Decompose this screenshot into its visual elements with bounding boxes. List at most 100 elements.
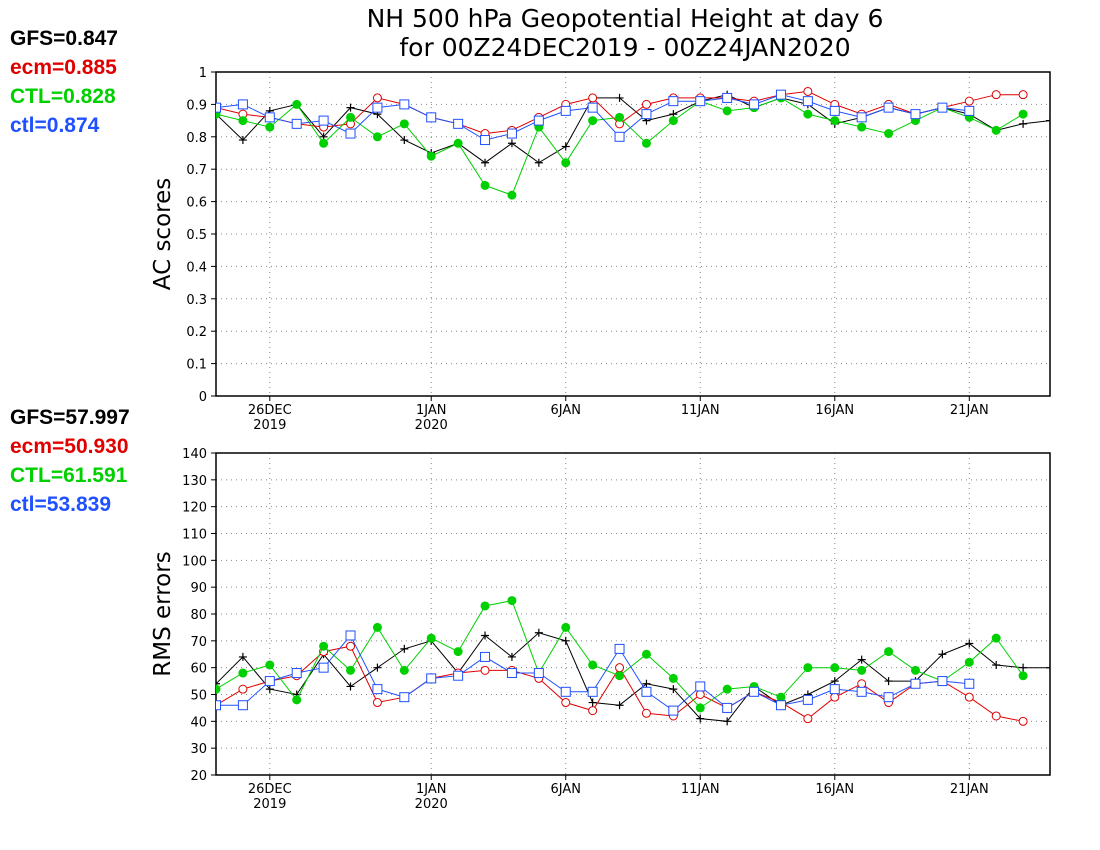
GFS-point — [534, 158, 543, 167]
ecm-point — [830, 692, 840, 702]
ctl-point — [587, 102, 598, 113]
ctl-point — [695, 96, 706, 107]
ctl-point — [883, 692, 894, 703]
ecm-point — [641, 99, 651, 109]
y-tick-label: 0.2 — [186, 325, 207, 340]
CTL-point — [561, 158, 571, 168]
ecm-point — [964, 96, 974, 106]
ctl-point — [937, 676, 948, 687]
CTL-point — [507, 596, 517, 606]
ctl-point — [318, 115, 329, 126]
CTL-point — [830, 116, 840, 126]
ctl-point — [775, 89, 786, 100]
CTL-point — [964, 657, 974, 667]
x-tick-label: 6JAN — [550, 782, 581, 797]
y-tick-label: 50 — [190, 689, 207, 704]
CTL-point — [346, 665, 356, 675]
GFS-point — [216, 679, 220, 688]
y-tick-label: 0.6 — [186, 196, 207, 211]
CTL-line — [216, 600, 1024, 709]
x-tick-year-label: 2020 — [415, 418, 448, 433]
ctl-point — [291, 668, 302, 679]
ctl-point — [695, 681, 706, 692]
y-tick-label: 0 — [199, 390, 207, 405]
GFS-point — [507, 652, 516, 661]
GFS-point — [830, 677, 839, 686]
ecm-point — [1018, 90, 1028, 100]
GFS-point — [481, 158, 490, 167]
rms-stat-ctl-lower: ctl=53.839 — [10, 493, 112, 516]
rms-axis-label: RMS errors — [150, 551, 176, 676]
ecm-point — [372, 698, 382, 708]
ctl-point — [722, 702, 733, 713]
ecm-point — [803, 714, 813, 724]
ecm-point — [588, 706, 598, 716]
y-tick-label: 0.5 — [186, 228, 207, 243]
CTL-point — [453, 647, 463, 657]
CTL-point — [319, 641, 329, 651]
ctl-point — [318, 662, 329, 673]
ac-stat-ctl-upper: CTL=0.828 — [10, 85, 116, 108]
ecm-point — [346, 641, 356, 651]
CTL-point — [1018, 671, 1028, 681]
GFS-point — [400, 136, 409, 145]
GFS-point — [857, 655, 866, 664]
ecm-point — [964, 692, 974, 702]
ctl-point — [372, 102, 383, 113]
ecm-point — [1018, 716, 1028, 726]
ctl-point — [883, 102, 894, 113]
CTL-point — [265, 660, 275, 670]
GFS-point — [507, 139, 516, 148]
ctl-point — [910, 678, 921, 689]
ctl-point — [614, 643, 625, 654]
GFS-point — [561, 636, 570, 645]
CTL-point — [615, 671, 625, 681]
GFS-point — [965, 639, 974, 648]
CTL-point — [776, 692, 786, 702]
x-tick-year-label: 2019 — [253, 418, 286, 433]
CTL-point — [857, 122, 867, 132]
y-tick-label: 30 — [190, 742, 207, 757]
y-tick-label: 140 — [182, 447, 207, 462]
CTL-point — [507, 190, 517, 200]
CTL-point — [641, 649, 651, 659]
CTL-point — [1018, 109, 1028, 119]
GFS-point — [588, 698, 597, 707]
GFS-point — [534, 628, 543, 637]
GFS-point — [615, 701, 624, 710]
ecm-point — [641, 708, 651, 718]
ctl-point — [264, 676, 275, 687]
CTL-point — [480, 180, 490, 190]
CTL-point — [292, 99, 302, 109]
ctl-point — [749, 686, 760, 697]
y-tick-label: 130 — [182, 474, 207, 489]
CTL-point — [641, 138, 651, 148]
ecm-point — [991, 711, 1001, 721]
ctl-point — [453, 670, 464, 681]
x-tick-year-label: 2020 — [415, 797, 448, 812]
ctl-point — [775, 700, 786, 711]
CTL-point — [372, 622, 382, 632]
x-tick-label: 21JAN — [950, 403, 989, 418]
CTL-point — [668, 673, 678, 683]
y-tick-label: 1 — [199, 66, 207, 81]
CTL-point — [238, 116, 248, 126]
CTL-point — [910, 665, 920, 675]
y-tick-label: 40 — [190, 715, 207, 730]
y-tick-label: 0.8 — [186, 131, 207, 146]
ctl-point — [533, 115, 544, 126]
CTL-point — [803, 109, 813, 119]
ctl-point — [345, 630, 356, 641]
ctl-point — [749, 99, 760, 110]
ctl-point — [856, 686, 867, 697]
ecm-point — [695, 690, 705, 699]
ctl-point — [829, 105, 840, 116]
y-tick-label: 0.3 — [186, 293, 207, 308]
ctl-point — [506, 668, 517, 679]
ac-series-group — [216, 86, 1050, 200]
CTL-point — [399, 665, 409, 675]
ecm-point — [615, 663, 625, 673]
GFS-point — [265, 685, 274, 694]
x-tick-label: 16JAN — [815, 403, 854, 418]
CTL-point — [319, 138, 329, 148]
